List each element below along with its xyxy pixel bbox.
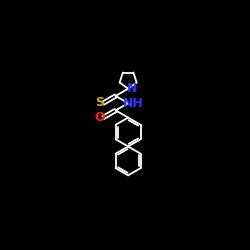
Text: O: O bbox=[94, 111, 105, 124]
Text: N: N bbox=[127, 82, 138, 95]
Text: S: S bbox=[95, 96, 104, 109]
Text: NH: NH bbox=[122, 97, 143, 110]
